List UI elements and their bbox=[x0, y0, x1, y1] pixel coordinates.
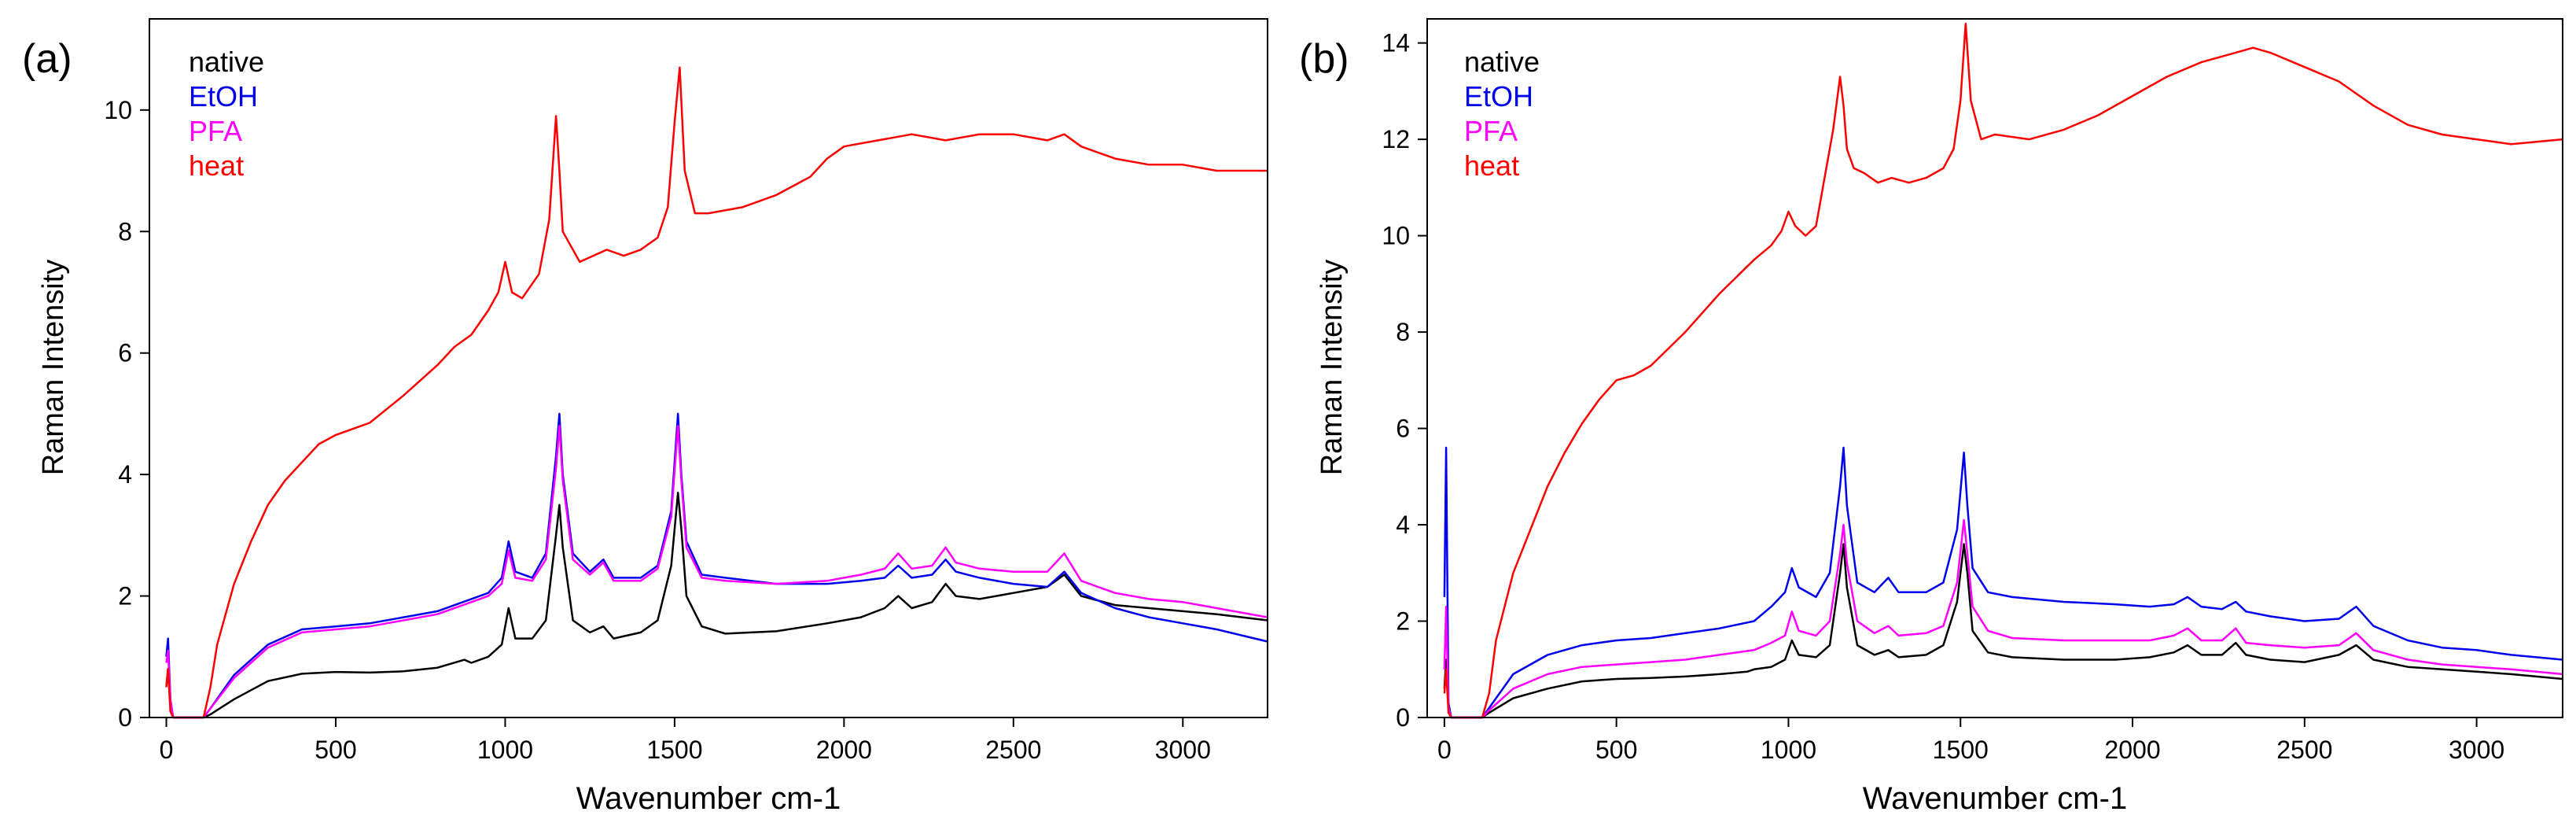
y-tick-label: 2 bbox=[118, 582, 132, 611]
y-tick-label: 4 bbox=[118, 460, 132, 489]
x-tick-label: 2000 bbox=[816, 736, 872, 764]
panel-label: (b) bbox=[1299, 36, 1349, 82]
x-tick-label: 1500 bbox=[646, 736, 702, 764]
y-tick-label: 8 bbox=[1396, 318, 1410, 346]
y-axis-label: Raman Intensity bbox=[37, 260, 70, 476]
x-tick-label: 500 bbox=[1595, 736, 1637, 764]
series-line-heat bbox=[165, 66, 1268, 719]
y-tick-label: 6 bbox=[1396, 415, 1410, 443]
legend-entry-heat: heat bbox=[1464, 149, 1519, 182]
plot-frame bbox=[149, 18, 1268, 718]
series-line-pfa bbox=[1443, 518, 2563, 719]
series-lines bbox=[1443, 22, 2563, 719]
y-tick-label: 10 bbox=[104, 96, 132, 124]
x-tick-label: 1500 bbox=[1933, 736, 1989, 764]
plot-frame bbox=[1426, 18, 2563, 718]
y-tick-label: 12 bbox=[1382, 125, 1410, 153]
chart-panel-b: (b) 0 2 4 6 8 10 12 14 0 500 1000 1500 2000 2500 3000… bbox=[1299, 18, 2563, 816]
legend-entry-native: native bbox=[1464, 46, 1540, 78]
x-axis-label: Wavenumber cm-1 bbox=[576, 781, 841, 816]
y-tick-label: 6 bbox=[118, 339, 132, 367]
x-tick-label: 0 bbox=[1437, 736, 1452, 764]
x-tick-label: 3000 bbox=[1155, 736, 1211, 764]
legend: native EtOH PFA heat bbox=[1464, 46, 1540, 182]
series-line-native bbox=[165, 492, 1268, 719]
x-tick-label: 2000 bbox=[2104, 736, 2160, 764]
y-tick-label: 4 bbox=[1396, 511, 1410, 539]
legend: native EtOH PFA heat bbox=[189, 46, 264, 182]
series-line-etoh bbox=[1443, 446, 2563, 719]
y-tick-label: 10 bbox=[1382, 222, 1410, 250]
y-tick-label: 14 bbox=[1382, 29, 1410, 57]
x-tick-labels: 0 500 1000 1500 2000 2500 3000 bbox=[160, 736, 1211, 764]
series-line-heat bbox=[1443, 22, 2563, 719]
panel-label: (a) bbox=[22, 36, 72, 82]
legend-entry-pfa: PFA bbox=[189, 115, 242, 147]
legend-entry-etoh: EtOH bbox=[1464, 80, 1533, 113]
x-tick-label: 2500 bbox=[985, 736, 1041, 764]
y-tick-label: 0 bbox=[118, 703, 132, 732]
series-lines bbox=[165, 66, 1268, 719]
x-axis-label: Wavenumber cm-1 bbox=[1863, 781, 2127, 816]
chart-panel-a: (a) 0 2 4 6 8 10 0 500 1000 1500 2000 2500 3000 nat… bbox=[22, 18, 1268, 816]
legend-entry-etoh: EtOH bbox=[189, 80, 258, 113]
y-tick-label: 0 bbox=[1396, 703, 1410, 732]
x-tick-label: 1000 bbox=[477, 736, 533, 764]
x-tick-label: 1000 bbox=[1761, 736, 1816, 764]
y-tick-label: 2 bbox=[1396, 607, 1410, 636]
y-tick-labels: 0 2 4 6 8 10 bbox=[104, 96, 132, 732]
axis-ticks bbox=[1418, 42, 2478, 727]
y-tick-labels: 0 2 4 6 8 10 12 14 bbox=[1382, 29, 1410, 732]
series-line-native bbox=[1443, 543, 2563, 719]
legend-entry-heat: heat bbox=[189, 149, 244, 182]
x-tick-label: 500 bbox=[315, 736, 356, 764]
axis-ticks bbox=[140, 109, 1184, 727]
series-line-etoh bbox=[165, 412, 1268, 719]
legend-entry-native: native bbox=[189, 46, 264, 78]
y-tick-label: 8 bbox=[118, 217, 132, 245]
x-tick-label: 3000 bbox=[2449, 736, 2504, 764]
legend-entry-pfa: PFA bbox=[1464, 115, 1518, 147]
x-tick-label: 0 bbox=[160, 736, 174, 764]
series-line-pfa bbox=[165, 425, 1268, 719]
x-tick-label: 2500 bbox=[2276, 736, 2332, 764]
x-tick-labels: 0 500 1000 1500 2000 2500 3000 bbox=[1437, 736, 2504, 764]
y-axis-label: Raman Intensity bbox=[1316, 260, 1349, 476]
